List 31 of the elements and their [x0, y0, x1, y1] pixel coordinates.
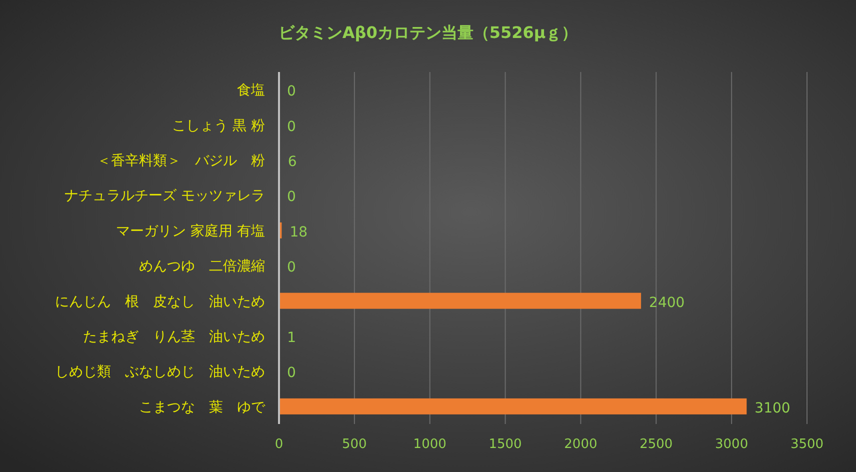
- y-tick-label: ナチュラルチーズ モッツァレラ: [64, 188, 265, 204]
- y-tick-label: めんつゆ 二倍濃縮: [139, 258, 265, 275]
- data-label: 0: [287, 189, 296, 206]
- x-tick-label: 2500: [640, 437, 673, 452]
- x-tick-label: 3000: [715, 437, 748, 452]
- y-tick-label: マーガリン 家庭用 有塩: [116, 223, 265, 240]
- x-tick-label: 1500: [488, 437, 522, 452]
- bar: [279, 398, 747, 414]
- data-label: 6: [288, 154, 297, 170]
- x-tick-label: 500: [342, 437, 367, 452]
- y-tick-label: にんじん 根 皮なし 油いため: [55, 294, 265, 310]
- data-label: 0: [287, 84, 296, 100]
- chart-title: ビタミンAβ0カロテン当量（5526μｇ）: [278, 23, 578, 42]
- x-tick-label: 1000: [413, 437, 446, 452]
- y-tick-label: 食塩: [237, 82, 265, 99]
- data-label: 18: [290, 224, 308, 240]
- data-label: 2400: [649, 294, 685, 311]
- y-tick-label: こしょう 黒 粉: [172, 118, 265, 134]
- bar: [279, 292, 642, 309]
- y-tick-label: こまつな 葉 ゆで: [139, 399, 266, 416]
- data-label: 0: [287, 118, 296, 135]
- data-label: 0: [287, 365, 296, 382]
- x-tick-label: 2000: [564, 437, 598, 452]
- y-tick-label: しめじ類 ぶなしめじ 油いため: [55, 364, 265, 380]
- x-tick-label: 0: [274, 437, 284, 452]
- y-tick-label: ＜香辛料類＞ バジル 粉: [97, 153, 265, 169]
- data-label: 1: [287, 330, 296, 346]
- data-label: 0: [287, 260, 296, 276]
- data-label: 3100: [754, 400, 790, 416]
- x-tick-label: 3500: [790, 437, 824, 452]
- y-tick-label: たまねぎ りん茎 油いため: [83, 329, 265, 345]
